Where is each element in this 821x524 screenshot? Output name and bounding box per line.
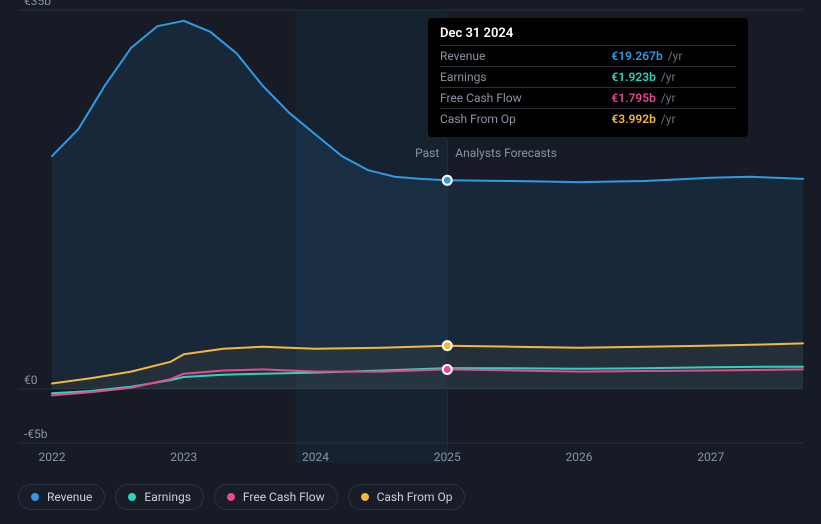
svg-text:-€5b: -€5b <box>24 427 48 441</box>
tooltip-row-value: €19.267b /yr <box>611 46 736 67</box>
legend-dot-icon <box>128 493 136 501</box>
legend-item-label: Cash From Op <box>377 490 453 504</box>
tooltip-row: Free Cash Flow€1.795b /yr <box>440 88 736 109</box>
tooltip-row-label: Earnings <box>440 67 611 88</box>
tooltip-row: Earnings€1.923b /yr <box>440 67 736 88</box>
svg-text:2026: 2026 <box>566 450 593 464</box>
tooltip-row-label: Cash From Op <box>440 109 611 130</box>
legend-item-revenue[interactable]: Revenue <box>18 484 105 510</box>
tooltip-row: Revenue€19.267b /yr <box>440 46 736 67</box>
legend-dot-icon <box>31 493 39 501</box>
chart-tooltip: Dec 31 2024 Revenue€19.267b /yrEarnings€… <box>428 18 748 137</box>
legend-item-label: Revenue <box>47 490 92 504</box>
legend-dot-icon <box>227 493 235 501</box>
legend-item-label: Free Cash Flow <box>243 490 325 504</box>
svg-text:2027: 2027 <box>697 450 724 464</box>
tooltip-row-label: Free Cash Flow <box>440 88 611 109</box>
chart-legend: Revenue Earnings Free Cash Flow Cash From O… <box>18 484 465 510</box>
svg-text:€0: €0 <box>24 373 38 387</box>
legend-item-earnings[interactable]: Earnings <box>115 484 204 510</box>
tooltip-row-value: €1.795b /yr <box>611 88 736 109</box>
legend-item-label: Earnings <box>144 490 191 504</box>
legend-item-fcf[interactable]: Free Cash Flow <box>214 484 338 510</box>
svg-text:2025: 2025 <box>434 450 461 464</box>
tooltip-date: Dec 31 2024 <box>440 26 736 41</box>
svg-text:2022: 2022 <box>39 450 66 464</box>
svg-text:2023: 2023 <box>170 450 197 464</box>
legend-dot-icon <box>361 493 369 501</box>
tooltip-row-value: €1.923b /yr <box>611 67 736 88</box>
legend-item-cash_from_op[interactable]: Cash From Op <box>348 484 466 510</box>
tooltip-table: Revenue€19.267b /yrEarnings€1.923b /yrFr… <box>440 45 736 129</box>
svg-text:Past: Past <box>415 146 439 160</box>
svg-text:2024: 2024 <box>302 450 329 464</box>
tooltip-row-value: €3.992b /yr <box>611 109 736 130</box>
svg-text:Analysts Forecasts: Analysts Forecasts <box>455 146 557 160</box>
svg-text:€35b: €35b <box>24 0 51 8</box>
tooltip-row-label: Revenue <box>440 46 611 67</box>
tooltip-row: Cash From Op€3.992b /yr <box>440 109 736 130</box>
